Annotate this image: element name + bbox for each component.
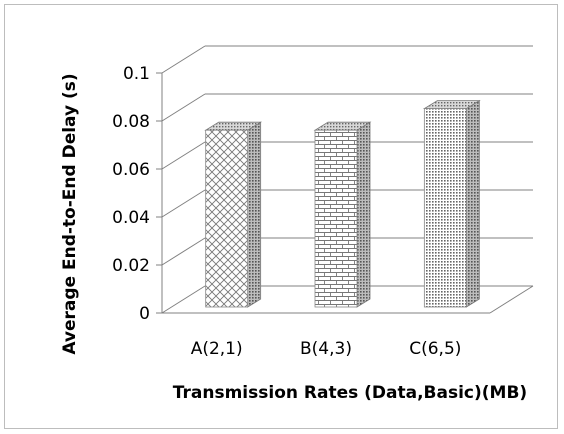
bar-front-face — [314, 129, 358, 308]
y-tick-label: 0 — [139, 304, 150, 324]
y-tick-label: 0.04 — [112, 208, 150, 228]
y-tick-label: 0.02 — [112, 256, 150, 276]
gridline-side — [161, 237, 206, 266]
gridline-side — [161, 141, 206, 170]
floor-edge — [489, 285, 534, 314]
y-tick-label: 0.06 — [112, 160, 150, 180]
gridline-side — [161, 285, 206, 314]
bar-B(4,3) — [313, 121, 372, 308]
bars — [204, 99, 481, 308]
bar-front-face — [205, 129, 249, 308]
y-tick-labels: 0 0.02 0.04 0.06 0.08 0.1 — [112, 64, 150, 324]
bar-C(6,5) — [422, 99, 481, 308]
x-axis-title: Transmission Rates (Data,Basic)(MB) — [173, 383, 527, 403]
bar-side-face — [356, 121, 371, 308]
bar-A(2,1) — [204, 121, 263, 308]
gridline-side — [161, 45, 206, 74]
y-axis-title: Average End-to-End Delay (s) — [60, 73, 80, 354]
y-tick-label: 0.08 — [112, 112, 150, 132]
x-tick-label: B(4,3) — [300, 339, 352, 359]
gridline-side — [161, 189, 206, 218]
gridline-side — [161, 93, 206, 122]
bar-front-face — [423, 108, 467, 308]
y-tick-label: 0.1 — [123, 64, 150, 84]
x-tick-labels: A(2,1) B(4,3) C(6,5) — [191, 339, 462, 359]
x-tick-label: C(6,5) — [409, 339, 461, 359]
bar-side-face — [465, 99, 480, 308]
axes — [156, 72, 534, 314]
bar-side-face — [247, 121, 262, 308]
x-tick-label: A(2,1) — [191, 339, 243, 359]
